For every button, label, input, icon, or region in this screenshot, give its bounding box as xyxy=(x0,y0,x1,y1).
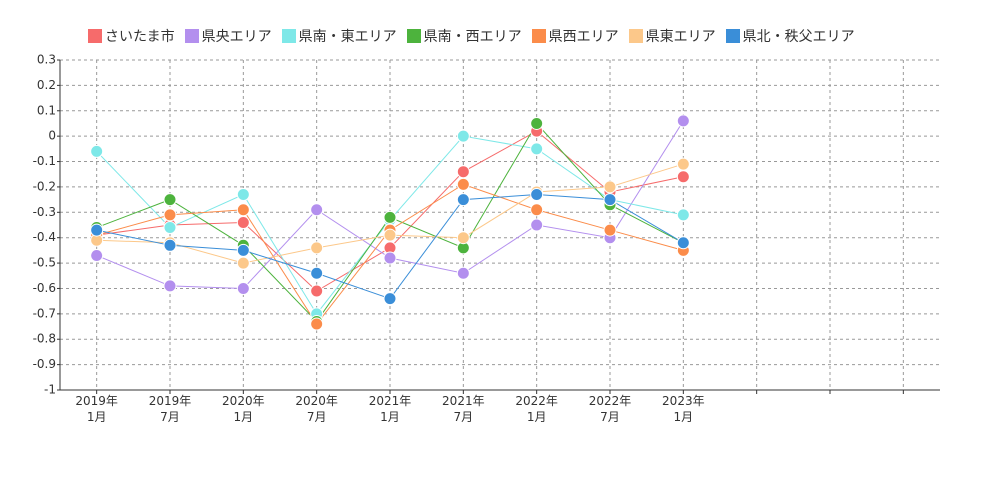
point xyxy=(456,165,470,179)
x-tick-label: 2022年 1月 xyxy=(515,394,558,424)
x-tick-label: 2021年 7月 xyxy=(442,394,485,424)
point xyxy=(676,170,690,184)
point xyxy=(163,279,177,293)
legend-swatch xyxy=(628,29,643,43)
point xyxy=(163,193,177,207)
y-tick-label: 0 xyxy=(48,129,56,143)
point xyxy=(310,317,324,331)
point xyxy=(310,266,324,280)
point xyxy=(676,157,690,171)
y-tick-label: -0.7 xyxy=(33,306,56,320)
legend: さいたま市 県央エリア 県南・東エリア 県南・西エリア 県西エリア 県東エリア 県北・秩父エ… xyxy=(88,26,855,46)
point xyxy=(456,231,470,245)
y-tick-label: -0.1 xyxy=(33,154,56,168)
point xyxy=(530,188,544,202)
point xyxy=(236,215,250,229)
y-tick-label: -0.2 xyxy=(33,179,56,193)
point xyxy=(676,114,690,128)
point xyxy=(456,266,470,280)
y-tick-label: -0.6 xyxy=(33,281,56,295)
point xyxy=(603,193,617,207)
y-tick-label: -0.9 xyxy=(33,357,56,371)
legend-label: 県南・西エリア xyxy=(423,29,522,45)
point xyxy=(383,228,397,242)
y-tick-label: -0.3 xyxy=(33,205,56,219)
x-tick-label: 2019年 7月 xyxy=(148,394,192,424)
legend-label: 県北・秩父エリア xyxy=(742,29,855,45)
y-tick-label: 0.2 xyxy=(37,78,56,92)
point xyxy=(530,218,544,232)
legend-swatch xyxy=(725,29,740,43)
legend-label: 県央エリア xyxy=(201,29,272,45)
legend-label: さいたま市 xyxy=(105,29,175,45)
legend-item[interactable]: 県央エリア xyxy=(184,26,272,46)
point xyxy=(90,248,104,262)
x-tick-label: 2019年 1月 xyxy=(75,394,118,424)
legend-item[interactable]: 県南・西エリア xyxy=(406,26,522,46)
point xyxy=(310,241,324,255)
legend-swatch xyxy=(281,29,296,43)
point xyxy=(383,292,397,306)
legend-item[interactable]: 県北・秩父エリア xyxy=(725,26,855,46)
x-tick-label: 2022年 7月 xyxy=(588,394,632,424)
point xyxy=(236,243,250,257)
legend-label: 県南・東エリア xyxy=(298,29,397,45)
point xyxy=(163,238,177,252)
point xyxy=(90,223,104,237)
y-tick-label: 0.1 xyxy=(37,103,56,117)
y-tick-label: -1 xyxy=(44,383,56,397)
legend-label: 県東エリア xyxy=(645,29,716,45)
legend-swatch xyxy=(406,29,421,43)
point xyxy=(676,208,690,222)
point xyxy=(456,177,470,191)
point xyxy=(676,236,690,250)
point xyxy=(530,116,544,130)
legend-swatch xyxy=(184,29,199,43)
point xyxy=(163,208,177,222)
point xyxy=(163,221,177,235)
point xyxy=(383,251,397,265)
y-tick-label: -0.5 xyxy=(33,256,56,270)
legend-item[interactable]: 県東エリア xyxy=(628,26,716,46)
y-tick-label: -0.4 xyxy=(33,230,56,244)
x-tick-label: 2023年 1月 xyxy=(662,394,705,424)
legend-swatch xyxy=(531,29,546,43)
legend-label: 県西エリア xyxy=(548,29,619,45)
point xyxy=(456,129,470,143)
x-tick-label: 2021年 1月 xyxy=(368,394,412,424)
point xyxy=(530,203,544,217)
point xyxy=(603,223,617,237)
point xyxy=(90,144,104,158)
point xyxy=(236,188,250,202)
x-tick-label: 2020年 7月 xyxy=(295,394,338,424)
x-tick-label: 2020年 1月 xyxy=(222,394,265,424)
point xyxy=(383,210,397,224)
point xyxy=(603,180,617,194)
point xyxy=(236,256,250,270)
point xyxy=(310,284,324,298)
point xyxy=(236,281,250,295)
y-tick-label: -0.8 xyxy=(33,332,56,346)
point xyxy=(236,203,250,217)
point xyxy=(456,193,470,207)
legend-item[interactable]: 県南・東エリア xyxy=(281,26,397,46)
point xyxy=(530,142,544,156)
legend-item[interactable]: 県西エリア xyxy=(531,26,619,46)
y-tick-label: 0.3 xyxy=(37,53,56,67)
point xyxy=(310,203,324,217)
legend-item[interactable]: さいたま市 xyxy=(88,26,175,46)
legend-swatch xyxy=(88,29,102,43)
